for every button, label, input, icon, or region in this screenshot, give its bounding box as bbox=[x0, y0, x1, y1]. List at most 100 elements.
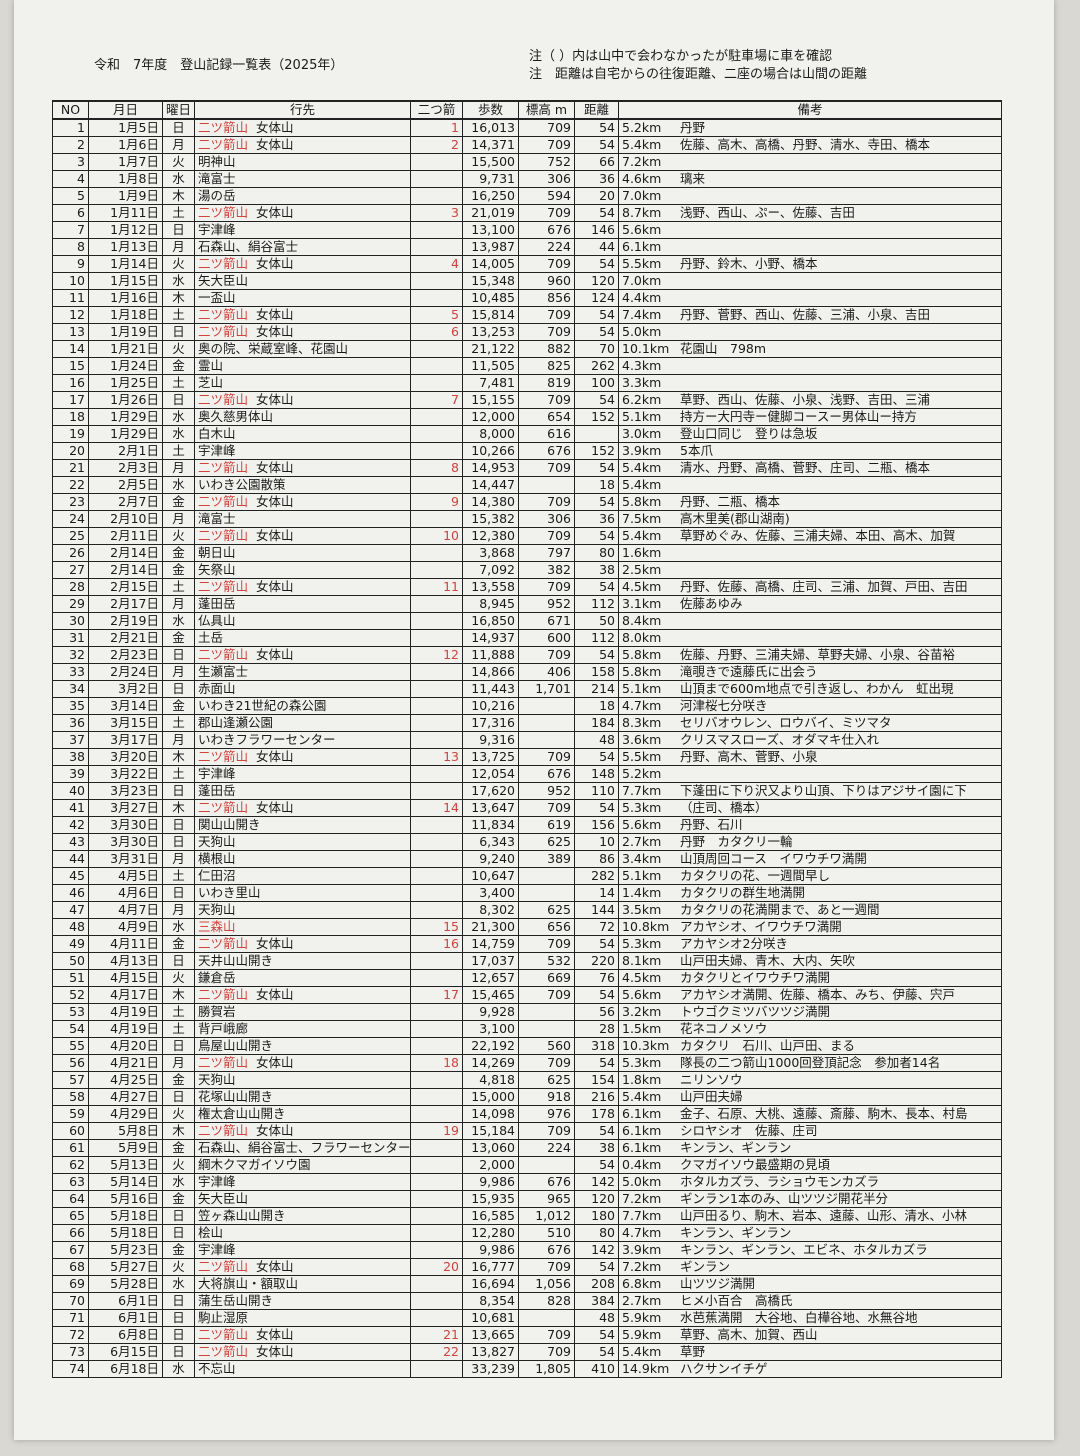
row-remarks: 7.5km 高木里美(郡山湖南) bbox=[618, 510, 1002, 528]
table-row: 45 4月5日土仁田沼 10,647 282 5.1km カタクリの花、一週間早し bbox=[52, 867, 1002, 885]
row-destination: 天井山山開き bbox=[194, 952, 411, 970]
row-futatsuya-count bbox=[410, 187, 463, 205]
row-destination: 宇津峰 bbox=[194, 1241, 411, 1259]
header-weekday: 曜日 bbox=[162, 100, 195, 120]
row-remarks: 6.2km 草野、西山、佐藤、小泉、浅野、吉田、三浦 bbox=[618, 391, 1002, 409]
destination-text: 女体山 bbox=[255, 936, 294, 952]
row-remarks: 5.3km アカヤシオ2分咲き bbox=[618, 935, 1002, 953]
row-destination: 蓬田岳 bbox=[194, 782, 411, 800]
row-date: 3月30日 bbox=[88, 816, 163, 834]
remarks-km: 2.5km bbox=[622, 562, 662, 578]
row-date: 1月15日 bbox=[88, 272, 163, 290]
remarks-note: 佐藤、丹野、三浦夫婦、草野夫婦、小泉、谷苗裕 bbox=[680, 647, 956, 663]
destination-text: 石森山、絹谷富士 bbox=[198, 239, 299, 255]
remarks-km: 6.1km bbox=[622, 1123, 662, 1139]
row-weekday: 日 bbox=[162, 646, 195, 664]
table-row: 47 4月7日月天狗山 8,302 625 144 3.5km カタクリの花満開まで、あと一… bbox=[52, 901, 1002, 919]
row-distance: 10 bbox=[574, 833, 619, 851]
row-no: 56 bbox=[52, 1054, 89, 1072]
row-no: 31 bbox=[52, 629, 89, 647]
row-futatsuya-count bbox=[410, 884, 463, 902]
row-steps: 14,866 bbox=[462, 663, 519, 681]
row-elevation: 709 bbox=[518, 1122, 575, 1140]
destination-text: 滝富士 bbox=[198, 171, 236, 187]
row-elevation: 224 bbox=[518, 238, 575, 256]
row-no: 21 bbox=[52, 459, 89, 477]
remarks-km: 1.5km bbox=[622, 1021, 662, 1037]
row-weekday: 日 bbox=[162, 1292, 195, 1310]
row-distance: 152 bbox=[574, 442, 619, 460]
row-date: 5月18日 bbox=[88, 1207, 163, 1225]
row-remarks: 5.5km 丹野、高木、菅野、小泉 bbox=[618, 748, 1002, 766]
row-remarks: 5.4km 山戸田夫婦 bbox=[618, 1088, 1002, 1106]
row-weekday: 日 bbox=[162, 118, 195, 137]
document-title: 令和 7年度 登山記録一覧表（2025年） bbox=[94, 58, 344, 73]
table-row: 34 3月2日日赤面山 11,443 1,701 214 5.1km 山頂まで600m地点で… bbox=[52, 680, 1002, 698]
remarks-km: 7.2km bbox=[622, 154, 662, 170]
row-no: 33 bbox=[52, 663, 89, 681]
row-remarks: 7.4km 丹野、菅野、西山、佐藤、三浦、小泉、吉田 bbox=[618, 306, 1002, 324]
row-elevation: 625 bbox=[518, 833, 575, 851]
row-futatsuya-count bbox=[410, 867, 463, 885]
remarks-km: 5.8km bbox=[622, 494, 662, 510]
row-futatsuya-count bbox=[410, 1360, 463, 1378]
remarks-km: 5.1km bbox=[622, 681, 662, 697]
row-futatsuya-count bbox=[410, 969, 463, 987]
row-date: 4月13日 bbox=[88, 952, 163, 970]
table-row: 57 4月25日金天狗山 4,818 625 154 1.8km ニリンソウ bbox=[52, 1071, 1002, 1089]
destination-text: 権太倉山山開き bbox=[198, 1106, 286, 1122]
row-futatsuya-count bbox=[410, 238, 463, 256]
row-weekday: 水 bbox=[162, 425, 195, 443]
remarks-km: 4.5km bbox=[622, 579, 662, 595]
table-row: 68 5月27日火二ツ箭山 女体山 20 16,777 709 54 7.2km ギンラン bbox=[52, 1258, 1002, 1276]
row-steps: 15,155 bbox=[462, 391, 519, 409]
row-destination: 一盃山 bbox=[194, 289, 411, 307]
destination-text: 天狗山 bbox=[198, 902, 236, 918]
row-futatsuya-count: 2 bbox=[410, 136, 463, 154]
destination-highlight: 二ツ箭山 bbox=[198, 324, 249, 340]
row-remarks: 3.9km 5本爪 bbox=[618, 442, 1002, 460]
row-weekday: 金 bbox=[162, 1139, 195, 1157]
row-futatsuya-count bbox=[410, 697, 463, 715]
row-elevation: 669 bbox=[518, 969, 575, 987]
destination-text: 女体山 bbox=[255, 1055, 294, 1071]
remarks-km: 10.8km bbox=[622, 919, 670, 935]
row-destination: 二ツ箭山 女体山 bbox=[194, 578, 411, 596]
destination-text: 勝賀岩 bbox=[198, 1004, 236, 1020]
row-date: 4月6日 bbox=[88, 884, 163, 902]
row-futatsuya-count bbox=[410, 1207, 463, 1225]
remarks-km: 7.7km bbox=[622, 1208, 662, 1224]
row-steps: 14,953 bbox=[462, 459, 519, 477]
destination-text: 天狗山 bbox=[198, 1072, 236, 1088]
remarks-km: 1.4km bbox=[622, 885, 662, 901]
row-remarks: 3.6km クリスマスローズ、オダマキ仕入れ bbox=[618, 731, 1002, 749]
row-futatsuya-count bbox=[410, 153, 463, 171]
row-no: 66 bbox=[52, 1224, 89, 1242]
row-destination: 二ツ箭山 女体山 bbox=[194, 799, 411, 817]
row-date: 2月11日 bbox=[88, 527, 163, 545]
table-row: 60 5月8日木二ツ箭山 女体山 19 15,184 709 54 6.1km シロヤシオ 佐… bbox=[52, 1122, 1002, 1140]
remarks-km: 2.7km bbox=[622, 1293, 662, 1309]
destination-text: 仏具山 bbox=[198, 613, 236, 629]
row-steps: 11,505 bbox=[462, 357, 519, 375]
row-remarks: 0.4km クマガイソウ最盛期の見頃 bbox=[618, 1156, 1002, 1174]
row-steps: 12,380 bbox=[462, 527, 519, 545]
row-elevation: 306 bbox=[518, 510, 575, 528]
row-weekday: 日 bbox=[162, 323, 195, 341]
row-weekday: 金 bbox=[162, 561, 195, 579]
row-elevation: 532 bbox=[518, 952, 575, 970]
remarks-note: アカヤシオ満開、佐藤、橋本、みち、伊藤、宍戸 bbox=[680, 987, 956, 1003]
row-date: 1月29日 bbox=[88, 408, 163, 426]
table-row: 35 3月14日金いわき21世紀の森公園 10,216 18 4.7km 河津桜七分咲き bbox=[52, 697, 1002, 715]
table-row: 4 1月8日水滝富士 9,731 306 36 4.6km 璃来 bbox=[52, 170, 1002, 188]
row-elevation: 616 bbox=[518, 425, 575, 443]
row-no: 60 bbox=[52, 1122, 89, 1140]
destination-text: 蓬田岳 bbox=[198, 783, 236, 799]
row-destination: 二ツ箭山 女体山 bbox=[194, 1054, 411, 1072]
row-elevation: 709 bbox=[518, 493, 575, 511]
row-destination: 二ツ箭山 女体山 bbox=[194, 323, 411, 341]
row-remarks: 3.9km キンラン、ギンラン、エビネ、ホタルカズラ bbox=[618, 1241, 1002, 1259]
row-distance: 146 bbox=[574, 221, 619, 239]
row-destination: 二ツ箭山 女体山 bbox=[194, 391, 411, 409]
remarks-note: 丹野、佐藤、高橋、庄司、三浦、加賀、戸田、吉田 bbox=[680, 579, 968, 595]
